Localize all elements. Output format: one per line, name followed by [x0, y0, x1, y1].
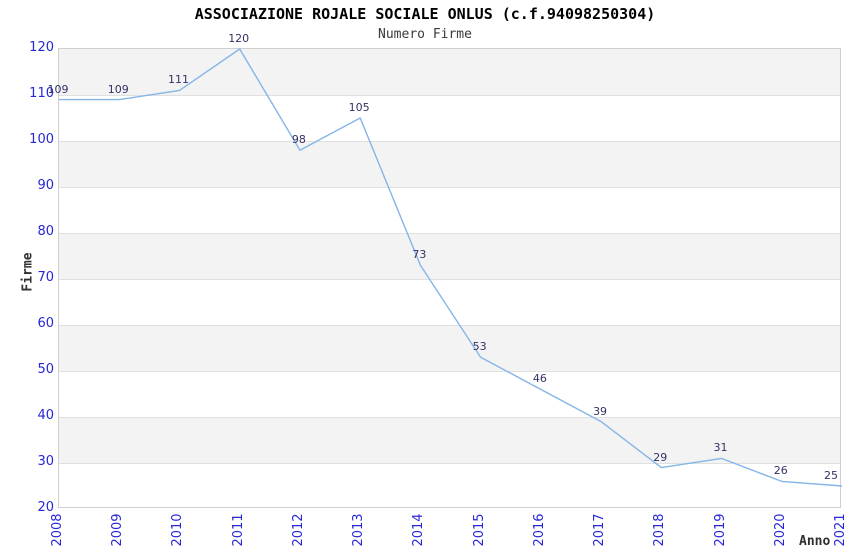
y-tick-label: 40: [37, 408, 54, 423]
data-label: 105: [348, 101, 370, 114]
gridline: [59, 371, 840, 372]
gridline: [59, 279, 840, 280]
y-tick-label: 120: [29, 40, 54, 55]
data-label: 109: [47, 82, 69, 96]
x-tick-label: 2008: [50, 513, 65, 547]
gridline: [59, 187, 840, 188]
y-tick-label: 70: [37, 270, 54, 285]
background-band: [59, 233, 840, 279]
data-label: 73: [412, 248, 427, 262]
gridline: [59, 141, 840, 142]
data-label: 29: [653, 450, 668, 464]
y-tick-label: 90: [37, 178, 54, 193]
x-tick-label: 2019: [712, 513, 728, 547]
x-tick-label: 2015: [471, 513, 487, 547]
background-band: [59, 141, 840, 187]
data-label: 26: [773, 464, 788, 478]
data-label: 120: [228, 32, 250, 45]
x-axis-title: Anno: [799, 534, 831, 549]
y-tick-label: 50: [37, 362, 54, 377]
x-tick-label: 2009: [110, 513, 126, 547]
y-tick-label: 30: [37, 454, 54, 469]
chart-subtitle: Numero Firme: [378, 27, 472, 42]
y-tick-label: 80: [37, 224, 54, 239]
data-label: 31: [713, 441, 728, 455]
x-tick-label: 2016: [531, 513, 547, 547]
gridline: [59, 95, 840, 96]
x-tick-label: 2010: [170, 513, 186, 547]
x-tick-label: 2012: [290, 513, 306, 547]
x-tick-label: 2014: [411, 513, 427, 547]
data-label: 25: [824, 469, 838, 482]
x-tick-label: 2021: [833, 513, 848, 547]
data-label: 46: [532, 372, 547, 386]
gridline: [59, 233, 840, 234]
x-tick-label: 2011: [230, 513, 246, 547]
gridline: [59, 463, 840, 464]
background-band: [59, 325, 840, 371]
y-tick-label: 110: [29, 86, 54, 101]
x-tick-label: 2013: [351, 513, 367, 547]
data-label: 53: [472, 340, 487, 354]
gridline: [59, 417, 840, 418]
chart-title: ASSOCIAZIONE ROJALE SOCIALE ONLUS (c.f.9…: [194, 5, 656, 23]
y-tick-label: 20: [37, 500, 54, 515]
y-tick-label: 100: [29, 132, 54, 147]
data-label: 109: [107, 82, 129, 96]
series-line-svg: [59, 48, 843, 487]
x-tick-label: 2017: [592, 513, 608, 547]
series-line: [59, 48, 843, 487]
x-tick-label: 2018: [652, 513, 668, 547]
x-tick-label: 2020: [772, 513, 788, 547]
y-tick-label: 60: [37, 316, 54, 331]
background-band: [59, 417, 840, 463]
gridline: [59, 325, 840, 326]
plot-area: [58, 48, 843, 508]
background-band: [59, 49, 840, 95]
data-label: 39: [593, 404, 608, 418]
data-label: 111: [167, 73, 189, 87]
data-label: 98: [291, 133, 306, 147]
